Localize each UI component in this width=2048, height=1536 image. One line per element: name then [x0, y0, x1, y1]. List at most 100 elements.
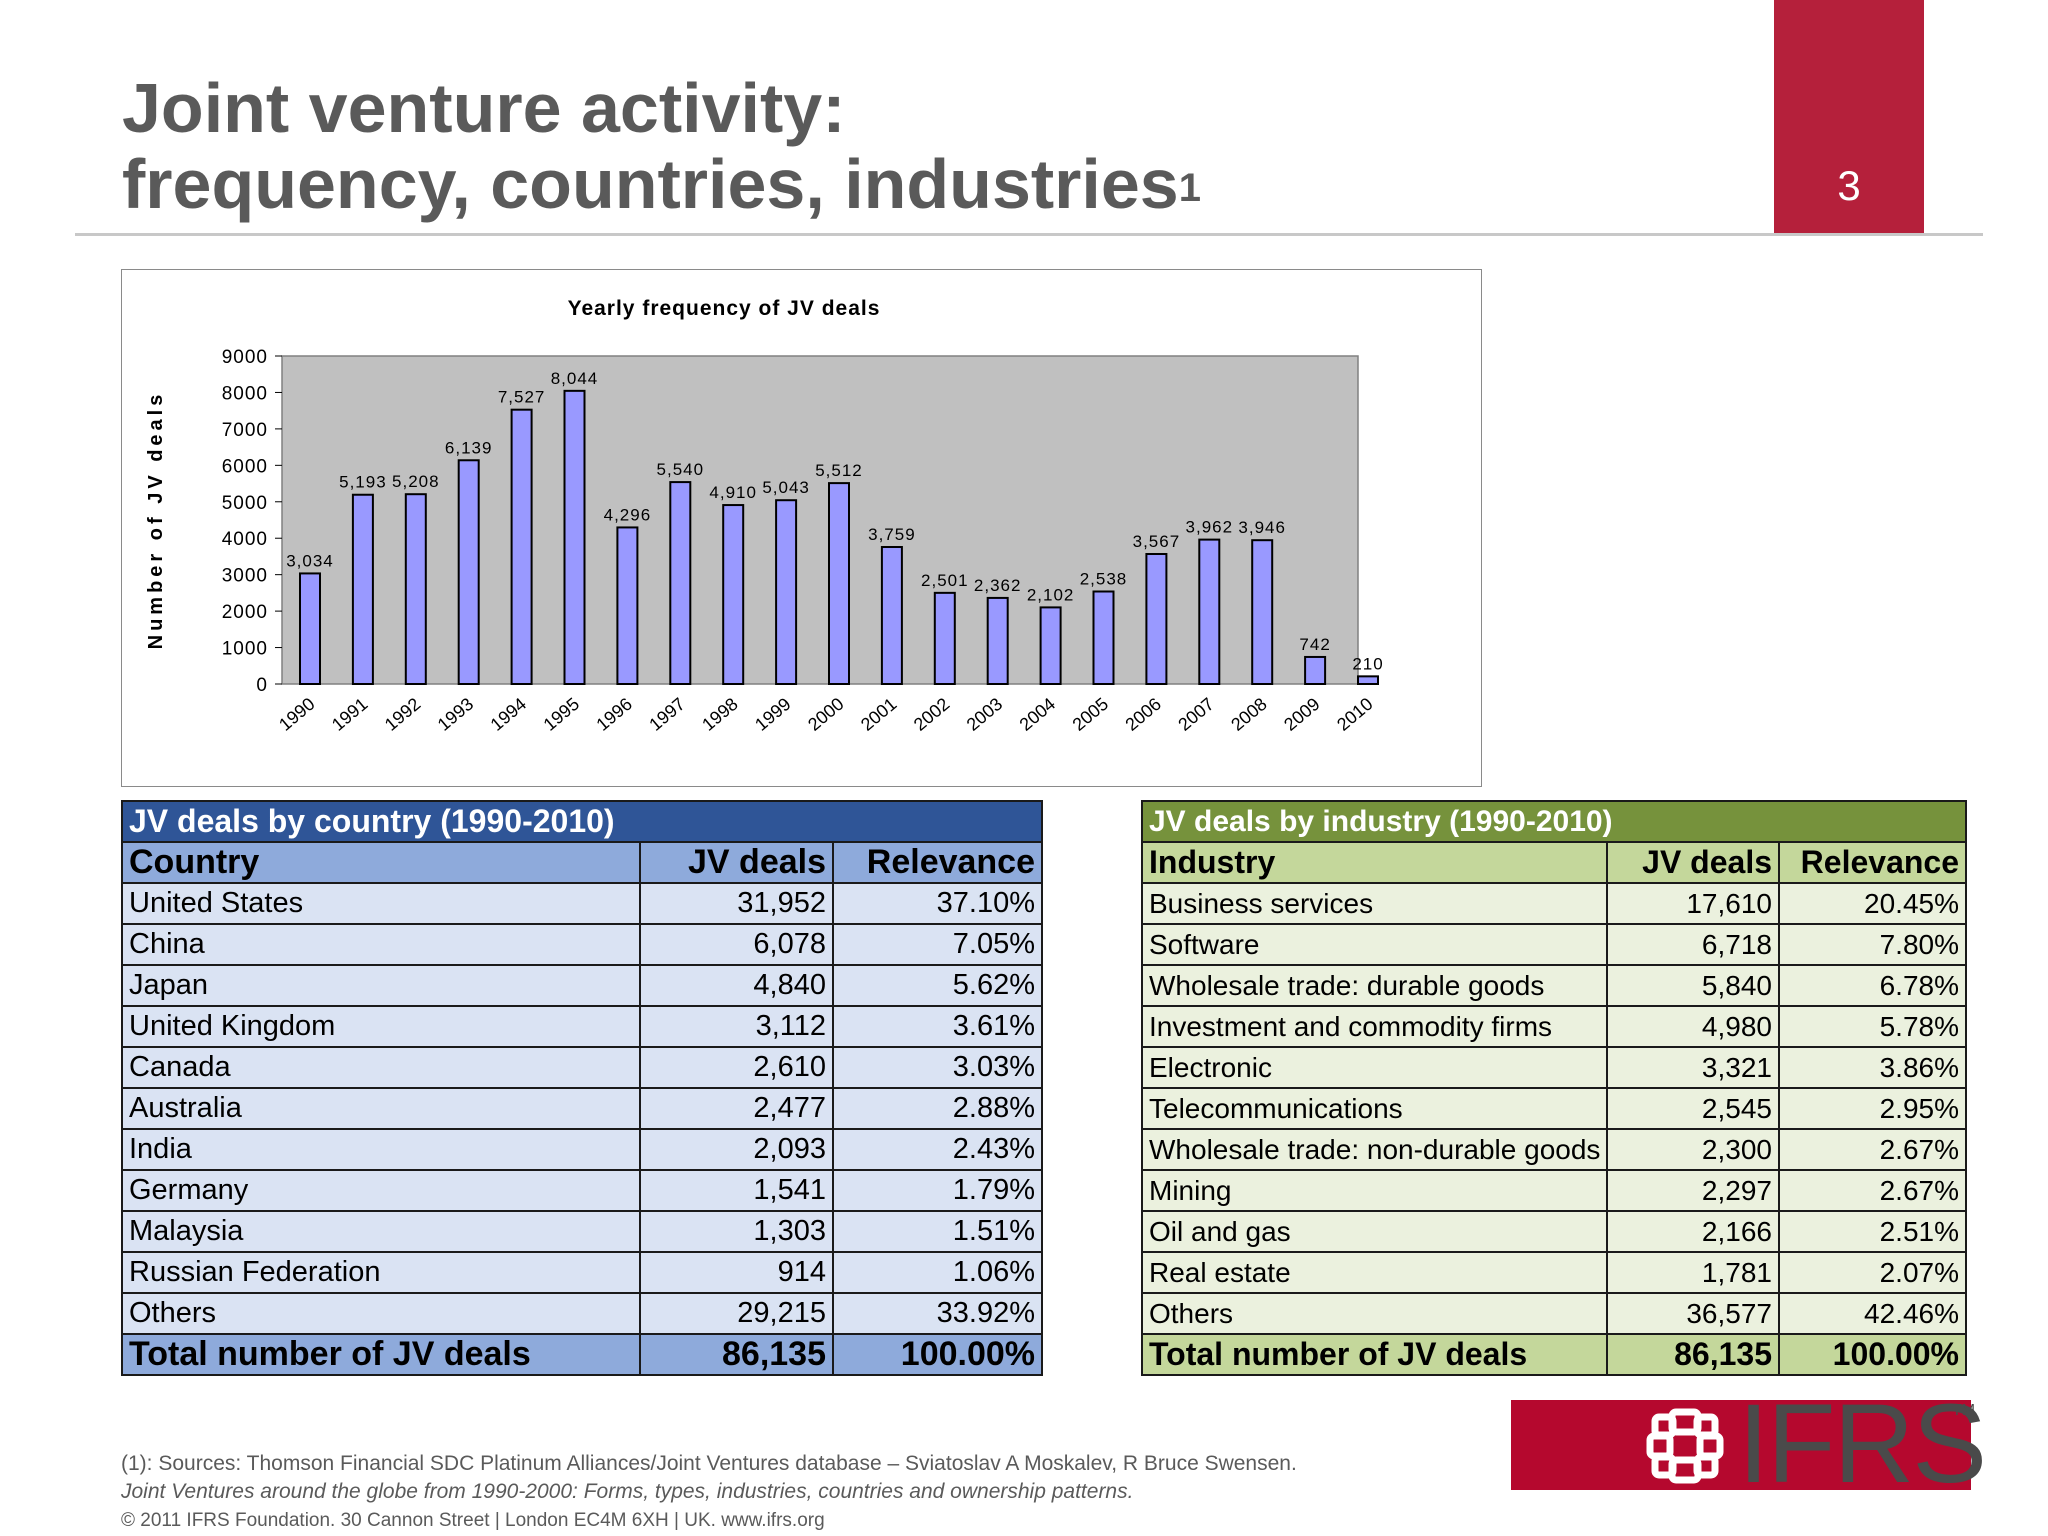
country-table-row: Canada 2,610 3.03% — [121, 1046, 1044, 1089]
industry-label-cell: Real estate — [1141, 1251, 1608, 1294]
y-axis-label: Number of JV deals — [145, 391, 167, 650]
footnote: (1): Sources: Thomson Financial SDC Plat… — [121, 1450, 1297, 1506]
y-tick-label: 5000 — [222, 493, 268, 514]
country-label-cell: Germany — [121, 1169, 641, 1212]
bar — [722, 504, 745, 685]
x-tick-label: 1998 — [698, 694, 742, 735]
bar — [1092, 590, 1115, 685]
industry-caption: JV deals by industry (1990-2010) — [1141, 800, 1967, 843]
country-deals-cell: 29,215 — [639, 1292, 834, 1335]
industry-label-cell: Wholesale trade: durable goods — [1141, 964, 1608, 1007]
data-label: 8,044 — [551, 369, 599, 388]
country-relevance-cell: 7.05% — [831, 923, 1044, 966]
yearly-jv-chart: Yearly frequency of JV deals Number of JV… — [145, 297, 1383, 735]
industry-relevance-cell: 20.45% — [1778, 882, 1967, 925]
industry-relevance-cell: 7.80% — [1778, 923, 1967, 966]
data-label: 2,102 — [1027, 585, 1075, 604]
y-tick-label: 9000 — [222, 347, 268, 368]
data-label: 6,139 — [445, 438, 493, 457]
industry-deals-cell: 2,545 — [1606, 1087, 1780, 1130]
country-table-row: United Kingdom 3,112 3.61% — [121, 1005, 1044, 1048]
data-label: 5,540 — [657, 460, 705, 479]
bar — [669, 481, 692, 685]
data-label: 2,501 — [921, 571, 969, 590]
industry-relevance-cell: 2.95% — [1778, 1087, 1967, 1130]
country-deals-cell: 2,477 — [639, 1087, 834, 1130]
y-tick-label: 6000 — [222, 456, 268, 477]
industry-table-row: Software 6,718 7.80% — [1141, 923, 1967, 966]
industry-relevance-cell: 2.67% — [1778, 1169, 1967, 1212]
x-tick-label: 1990 — [275, 694, 319, 735]
industry-table: JV deals by industry (1990-2010) Industry… — [1141, 800, 1967, 1376]
industry-relevance-cell: 2.67% — [1778, 1128, 1967, 1171]
x-tick-label: 1996 — [592, 694, 636, 735]
country-relevance-cell: 37.10% — [831, 882, 1044, 925]
bar — [457, 459, 480, 685]
country-deals-cell: 4,840 — [639, 964, 834, 1007]
country-deals-cell: 6,078 — [639, 923, 834, 966]
industry-label-cell: Industry — [1141, 841, 1608, 884]
data-label: 4,910 — [709, 483, 757, 502]
x-tick-label: 2005 — [1069, 694, 1113, 735]
bar — [616, 526, 639, 685]
page-number: 3 — [1837, 162, 1861, 209]
data-label: 3,034 — [286, 551, 334, 570]
data-label: 742 — [1299, 635, 1330, 654]
bar — [1304, 655, 1327, 685]
bar — [828, 482, 850, 685]
country-label-cell: India — [121, 1128, 641, 1171]
country-relevance-cell: 1.51% — [831, 1210, 1044, 1253]
country-deals-cell: JV deals — [639, 841, 834, 884]
country-label-cell: Country — [121, 841, 641, 884]
country-table-row: Germany 1,541 1.79% — [121, 1169, 1044, 1212]
x-tick-label: 1993 — [434, 694, 478, 735]
y-tick-label: 0 — [256, 675, 268, 696]
ifrs-logo-text: IFRS — [1738, 1381, 1987, 1506]
data-label: 5,208 — [392, 472, 440, 491]
industry-table-row: Others 36,577 42.46% — [1141, 1292, 1967, 1335]
industry-label-cell: Business services — [1141, 882, 1608, 925]
country-label-cell: Russian Federation — [121, 1251, 641, 1294]
bar — [1145, 553, 1168, 685]
data-label: 5,512 — [815, 461, 863, 480]
country-relevance-cell: 100.00% — [831, 1333, 1044, 1376]
industry-label-cell: Electronic — [1141, 1046, 1608, 1089]
title-line-1: Joint venture activity: — [122, 69, 846, 147]
x-tick-label: 2006 — [1121, 694, 1165, 735]
industry-deals-cell: JV deals — [1606, 841, 1780, 884]
industry-total-row: Total number of JV deals 86,135 100.00% — [1141, 1333, 1967, 1376]
country-relevance-cell: 5.62% — [831, 964, 1044, 1007]
country-label-cell: China — [121, 923, 641, 966]
data-label: 2,362 — [974, 576, 1022, 595]
ifrs-flower-icon — [1646, 1408, 1724, 1484]
country-label-cell: Others — [121, 1292, 641, 1335]
industry-deals-cell: 4,980 — [1606, 1005, 1780, 1048]
country-deals-cell: 3,112 — [639, 1005, 834, 1048]
industry-label-cell: Mining — [1141, 1169, 1608, 1212]
y-tick-label: 3000 — [222, 566, 268, 587]
bar — [1251, 539, 1274, 685]
country-deals-cell: 31,952 — [639, 882, 834, 925]
industry-table-row: Investment and commodity firms 4,980 5.78% — [1141, 1005, 1967, 1048]
x-tick-label: 2002 — [910, 694, 954, 735]
x-tick-label: 1999 — [751, 694, 795, 735]
industry-deals-cell: 3,321 — [1606, 1046, 1780, 1089]
country-deals-cell: 1,303 — [639, 1210, 834, 1253]
country-relevance-cell: 3.61% — [831, 1005, 1044, 1048]
industry-deals-cell: 17,610 — [1606, 882, 1780, 925]
country-deals-cell: 1,541 — [639, 1169, 834, 1212]
bar — [563, 389, 586, 686]
bar — [880, 546, 903, 685]
title-line-2: frequency, countries, industries1 — [122, 146, 1201, 222]
country-table-row: India 2,093 2.43% — [121, 1128, 1044, 1171]
x-tick-label: 1995 — [540, 694, 584, 735]
data-label: 210 — [1352, 654, 1383, 673]
industry-caption-row: JV deals by industry (1990-2010) — [1141, 800, 1967, 843]
country-table-row: Malaysia 1,303 1.51% — [121, 1210, 1044, 1253]
ifrs-logo-block — [1511, 1400, 1971, 1490]
country-header-row: Country JV deals Relevance — [121, 841, 1044, 884]
x-tick-label: 2004 — [1016, 694, 1060, 735]
country-relevance-cell: 2.88% — [831, 1087, 1044, 1130]
country-table-row: Japan 4,840 5.62% — [121, 964, 1044, 1007]
country-total-row: Total number of JV deals 86,135 100.00% — [121, 1333, 1044, 1376]
